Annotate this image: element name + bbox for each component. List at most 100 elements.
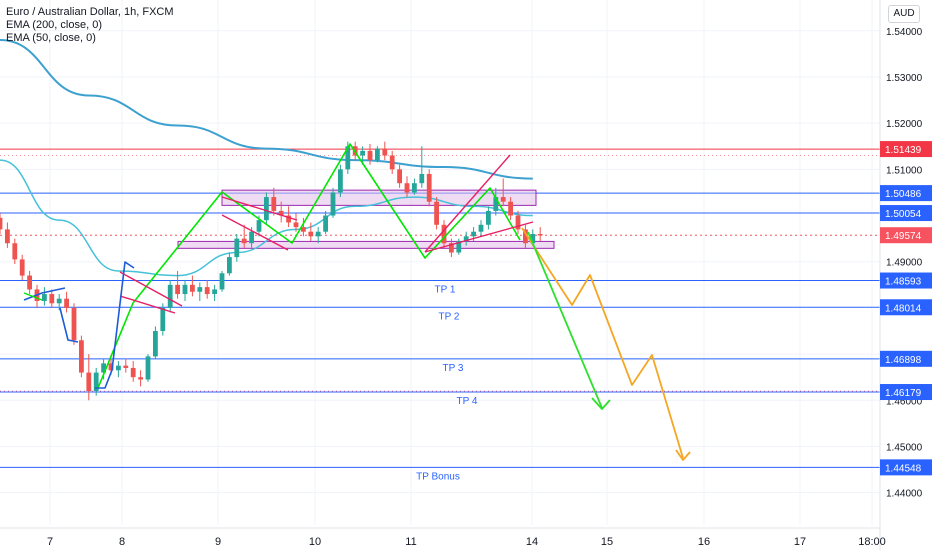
tp-label: TP 2 <box>439 311 460 322</box>
wedge-line-lower <box>424 221 534 253</box>
blue-arrow-down <box>59 307 79 343</box>
price-badge <box>880 384 932 401</box>
candle-up <box>456 240 462 253</box>
ema50-line <box>0 159 533 277</box>
candle-up <box>493 197 499 211</box>
candle-down <box>79 340 84 373</box>
price-badge-label: 1.48593 <box>885 277 922 288</box>
candle-down <box>5 229 10 244</box>
candle-down <box>449 243 454 253</box>
wedge-line-upper <box>424 154 511 253</box>
candle-down <box>130 367 136 378</box>
candle-down <box>308 231 314 237</box>
green-arrowhead <box>591 397 611 410</box>
candle-up <box>419 173 425 184</box>
tp-label: TP Bonus <box>416 471 460 482</box>
tp-labels: TP 1 TP 2 TP 3 TP 4 TP Bonus <box>416 285 478 483</box>
y-tick-label: 1.54000 <box>886 27 923 38</box>
candle-up <box>145 356 151 380</box>
x-tick-label: 8 <box>119 536 125 548</box>
x-tick-label: 16 <box>698 536 710 548</box>
pennant-line-lower <box>221 214 289 251</box>
price-badge-label: 1.48014 <box>885 303 922 314</box>
x-tick-label: 11 <box>405 536 416 548</box>
tp-label: TP 4 <box>457 396 478 407</box>
candle-up <box>212 289 217 295</box>
legend-ema200: EMA (200, close, 0) <box>6 19 102 31</box>
candle-down <box>441 224 447 244</box>
x-tick-label: 10 <box>309 536 321 548</box>
candle-up <box>530 234 536 244</box>
blue-wave-right <box>95 261 135 389</box>
currency-button[interactable]: AUD <box>888 5 920 23</box>
candle-down <box>508 201 513 216</box>
candle-up <box>315 231 321 237</box>
candle-up <box>330 192 336 216</box>
y-tick-label: 1.51000 <box>886 165 923 176</box>
candle-down <box>19 259 25 276</box>
candle-up <box>197 287 203 292</box>
candle-up <box>167 284 173 308</box>
green-flag <box>23 292 43 301</box>
price-badge <box>880 459 932 476</box>
candle-up <box>345 146 351 170</box>
price-badge-label: 1.51439 <box>885 145 922 156</box>
candle-down <box>382 148 388 156</box>
candle-down <box>204 287 210 295</box>
legend-ema50: EMA (50, close, 0) <box>6 32 96 44</box>
green-projection <box>527 231 603 409</box>
x-tick-label: 15 <box>601 536 613 548</box>
candle-up <box>412 183 417 193</box>
candle-down <box>27 275 32 290</box>
candle-down <box>0 217 3 230</box>
price-badge <box>880 299 932 316</box>
candles <box>0 141 543 401</box>
candle-up <box>56 298 62 304</box>
orange-arrowhead <box>675 449 691 461</box>
tp-label: TP 3 <box>443 363 464 374</box>
candle-down <box>515 215 521 230</box>
y-tick-label: 1.46000 <box>886 396 923 407</box>
candle-up <box>101 363 106 373</box>
candle-up <box>42 294 47 301</box>
candle-up <box>182 284 188 295</box>
blue-wave-left <box>23 287 66 301</box>
candle-down <box>49 294 55 304</box>
candle-down <box>108 363 114 371</box>
ema-lines <box>0 39 533 277</box>
candle-up <box>234 238 240 258</box>
candle-down <box>71 307 77 341</box>
candle-up <box>219 273 225 290</box>
pennant-line-upper <box>221 196 298 221</box>
candle-up <box>338 169 343 193</box>
supply-zone <box>221 189 537 206</box>
x-tick-label: 7 <box>47 536 53 548</box>
candle-up <box>375 148 380 161</box>
candle-up <box>116 365 121 371</box>
x-tick-label: 17 <box>794 536 806 548</box>
candle-down <box>64 298 69 308</box>
candle-down <box>523 229 528 244</box>
x-tick-label: 14 <box>526 536 538 548</box>
candle-up <box>93 372 99 392</box>
flag-line-upper <box>119 271 183 307</box>
candle-down <box>12 243 18 260</box>
price-badge <box>880 141 932 158</box>
y-tick-label: 1.44000 <box>886 489 923 500</box>
candle-down <box>138 377 143 380</box>
candle-down <box>426 173 432 202</box>
candle-down <box>175 284 180 295</box>
candle-up <box>463 236 469 241</box>
price-badge <box>880 205 932 222</box>
y-tick-label: 1.49000 <box>886 258 923 269</box>
candle-up <box>323 215 328 232</box>
price-badge <box>880 272 932 289</box>
chart-legend: Euro / Australian Dollar, 1h, FXCM EMA (… <box>6 6 174 45</box>
price-badge-label: 1.50054 <box>885 209 922 220</box>
y-tick-label: 1.52000 <box>886 119 923 130</box>
candle-down <box>123 365 129 368</box>
price-badge <box>880 350 932 367</box>
candle-up <box>478 224 484 232</box>
